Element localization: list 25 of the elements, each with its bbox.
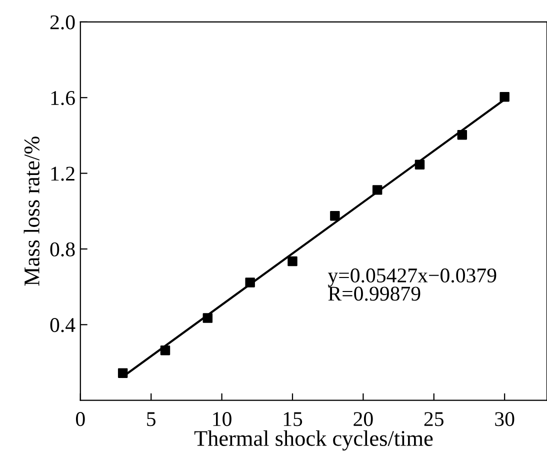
annotation: y=0.05427x−0.0379 R=0.99879 [328,268,496,301]
x-tick-label: 30 [495,412,514,426]
y-tick-label: 1.2 [51,166,74,181]
point [330,211,340,221]
point [202,313,213,323]
y-axis-title: Mass loss rate/% [24,136,40,286]
point [414,160,425,170]
point [288,256,298,266]
x-tick-label: 5 [147,412,156,426]
x-tick-label: 0 [76,412,85,426]
point [500,92,510,102]
x-tick-label: 20 [354,412,373,426]
y-tick-label: 0.8 [50,242,75,256]
y-tick-label: 2.0 [50,15,75,30]
point [160,346,170,356]
point [372,185,382,195]
point [245,278,255,288]
x-tick-label: 10 [213,412,232,426]
y-tick-label: 1.6 [51,91,75,106]
x-tick-label: 15 [284,412,302,426]
point [457,130,468,140]
y-tick-label: 0.4 [50,318,76,332]
point [118,368,128,378]
x-axis-title: Thermal shock cycles/time [194,430,433,451]
x-tick-label: 25 [424,412,444,426]
